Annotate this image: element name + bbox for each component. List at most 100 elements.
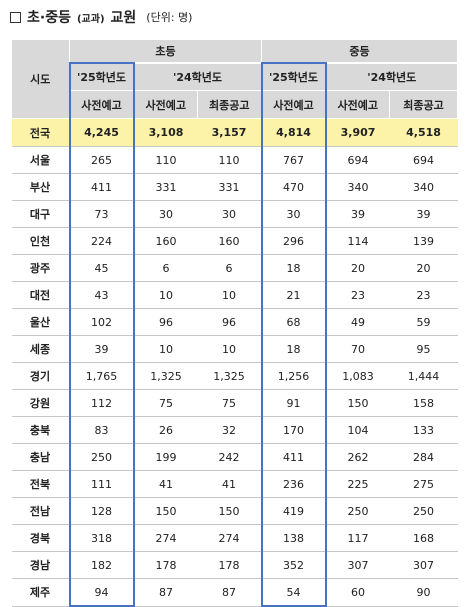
cell-mid-y24-pre: 20 bbox=[325, 254, 390, 282]
header-elem-y24-final: 최종공고 bbox=[196, 90, 263, 119]
table-row: 전북 111 41 41 236 225 275 bbox=[11, 470, 458, 498]
title-unit: (단위: 명) bbox=[146, 11, 193, 24]
cell-elem-y24-pre: 26 bbox=[133, 416, 198, 444]
cell-mid-y24-pre: 114 bbox=[325, 227, 390, 255]
cell-mid-y24-pre: 60 bbox=[325, 578, 390, 607]
table-row: 전남 128 150 150 419 250 250 bbox=[11, 497, 458, 525]
cell-elem-y24-final: 242 bbox=[197, 443, 262, 471]
cell-mid-y24-pre: 70 bbox=[325, 335, 390, 363]
cell-elem-y24-final: 75 bbox=[197, 389, 262, 417]
cell-elem-y24-pre: 96 bbox=[133, 308, 198, 336]
cell-elem-y25-pre: 39 bbox=[68, 335, 135, 363]
cell-elem-y24-pre: 110 bbox=[133, 146, 198, 174]
cell-mid-y25-pre: 767 bbox=[260, 146, 327, 174]
cell-mid-y24-pre: 104 bbox=[325, 416, 390, 444]
title-main: 초·중등 bbox=[27, 10, 71, 26]
cell-elem-y24-final: 41 bbox=[197, 470, 262, 498]
cell-elem-y25-pre: 318 bbox=[68, 524, 135, 552]
header-elementary: 초등 bbox=[68, 39, 263, 64]
cell-elem-y25-pre: 112 bbox=[68, 389, 135, 417]
cell-mid-y25-pre: 18 bbox=[260, 254, 327, 282]
cell-mid-y24-final: 158 bbox=[389, 389, 458, 417]
table-row: 인천 224 160 160 296 114 139 bbox=[11, 227, 458, 255]
cell-mid-y25-pre: 68 bbox=[260, 308, 327, 336]
cell-mid-y24-pre: 39 bbox=[325, 200, 390, 228]
table-row: 충남 250 199 242 411 262 284 bbox=[11, 443, 458, 471]
row-region: 대전 bbox=[11, 281, 70, 309]
table-header: 시도 초등 중등 '25학년도 '24학년도 '25학년도 '24학년도 사전예… bbox=[11, 39, 459, 119]
header-sido: 시도 bbox=[11, 39, 70, 119]
cell-mid-y24-final: 1,444 bbox=[389, 362, 458, 390]
cell-mid-y24-pre: 307 bbox=[325, 551, 390, 579]
cell-mid-y24-final: 90 bbox=[389, 578, 458, 607]
table-row: 서울 265 110 110 767 694 694 bbox=[11, 146, 458, 174]
cell-mid-y24-final: 307 bbox=[389, 551, 458, 579]
cell-elem-y25-pre: 128 bbox=[68, 497, 135, 525]
cell-mid-y25-pre: 419 bbox=[260, 497, 327, 525]
row-region: 경북 bbox=[11, 524, 70, 552]
cell-mid-y24-pre: 150 bbox=[325, 389, 390, 417]
cell-mid-y24-final: 133 bbox=[389, 416, 458, 444]
table-row: 부산 411 331 331 470 340 340 bbox=[11, 173, 458, 201]
cell-mid-y25-pre: 170 bbox=[260, 416, 327, 444]
checkbox-square-icon bbox=[10, 11, 21, 23]
table-row: 대전 43 10 10 21 23 23 bbox=[11, 281, 458, 309]
cell-elem-y25-pre: 411 bbox=[68, 173, 135, 201]
cell-elem-y24-final: 6 bbox=[197, 254, 262, 282]
cell-mid-y24-final: 275 bbox=[389, 470, 458, 498]
table-row-total: 전국 4,245 3,108 3,157 4,814 3,907 4,518 bbox=[11, 118, 458, 147]
table-row: 강원 112 75 75 91 150 158 bbox=[11, 389, 458, 417]
cell-elem-y25-pre: 4,245 bbox=[68, 118, 135, 147]
header-elem-y25: '25학년도 bbox=[68, 62, 135, 91]
row-region: 서울 bbox=[11, 146, 70, 174]
row-region: 경기 bbox=[11, 362, 70, 390]
header-mid-y24: '24학년도 bbox=[325, 62, 459, 91]
header-elem-y24: '24학년도 bbox=[132, 62, 263, 91]
cell-mid-y24-pre: 262 bbox=[325, 443, 390, 471]
cell-elem-y25-pre: 182 bbox=[68, 551, 135, 579]
header-mid-y25-pre: 사전예고 bbox=[260, 90, 327, 119]
cell-elem-y25-pre: 73 bbox=[68, 200, 135, 228]
cell-elem-y24-pre: 10 bbox=[133, 281, 198, 309]
cell-elem-y24-final: 3,157 bbox=[197, 118, 262, 147]
table-row: 제주 94 87 87 54 60 90 bbox=[11, 578, 458, 607]
cell-mid-y24-final: 250 bbox=[389, 497, 458, 525]
cell-mid-y24-pre: 3,907 bbox=[325, 118, 390, 147]
cell-mid-y24-final: 20 bbox=[389, 254, 458, 282]
cell-mid-y25-pre: 4,814 bbox=[260, 118, 327, 147]
cell-elem-y24-final: 160 bbox=[197, 227, 262, 255]
section-title: 초·중등 (교과) 교원 (단위: 명) bbox=[10, 6, 192, 28]
cell-elem-y24-pre: 75 bbox=[133, 389, 198, 417]
table-body: 전국 4,245 3,108 3,157 4,814 3,907 4,518 서울 265 110… bbox=[11, 118, 458, 607]
cell-mid-y24-final: 139 bbox=[389, 227, 458, 255]
cell-elem-y24-pre: 1,325 bbox=[133, 362, 198, 390]
header-mid-y24-pre: 사전예고 bbox=[325, 90, 391, 119]
cell-elem-y24-pre: 150 bbox=[133, 497, 198, 525]
table-row: 경기 1,765 1,325 1,325 1,256 1,083 1,444 bbox=[11, 362, 458, 390]
cell-elem-y25-pre: 43 bbox=[68, 281, 135, 309]
cell-elem-y24-pre: 41 bbox=[133, 470, 198, 498]
cell-elem-y24-final: 32 bbox=[197, 416, 262, 444]
cell-elem-y24-pre: 6 bbox=[133, 254, 198, 282]
header-middle: 중등 bbox=[261, 39, 459, 64]
cell-elem-y24-final: 150 bbox=[197, 497, 262, 525]
row-region: 전국 bbox=[11, 118, 70, 147]
header-elem-y25-pre: 사전예고 bbox=[68, 90, 135, 119]
row-region: 대구 bbox=[11, 200, 70, 228]
row-region: 인천 bbox=[11, 227, 70, 255]
cell-mid-y25-pre: 1,256 bbox=[260, 362, 327, 390]
cell-mid-y25-pre: 470 bbox=[260, 173, 327, 201]
cell-mid-y25-pre: 138 bbox=[260, 524, 327, 552]
row-region: 제주 bbox=[11, 578, 70, 607]
cell-elem-y24-pre: 87 bbox=[133, 578, 198, 607]
cell-mid-y25-pre: 411 bbox=[260, 443, 327, 471]
cell-elem-y25-pre: 265 bbox=[68, 146, 135, 174]
cell-elem-y24-final: 30 bbox=[197, 200, 262, 228]
cell-mid-y24-pre: 694 bbox=[325, 146, 390, 174]
table-row: 경남 182 178 178 352 307 307 bbox=[11, 551, 458, 579]
table-row: 세종 39 10 10 18 70 95 bbox=[11, 335, 458, 363]
cell-mid-y25-pre: 54 bbox=[260, 578, 327, 607]
row-region: 전북 bbox=[11, 470, 70, 498]
row-region: 전남 bbox=[11, 497, 70, 525]
cell-elem-y24-final: 110 bbox=[197, 146, 262, 174]
